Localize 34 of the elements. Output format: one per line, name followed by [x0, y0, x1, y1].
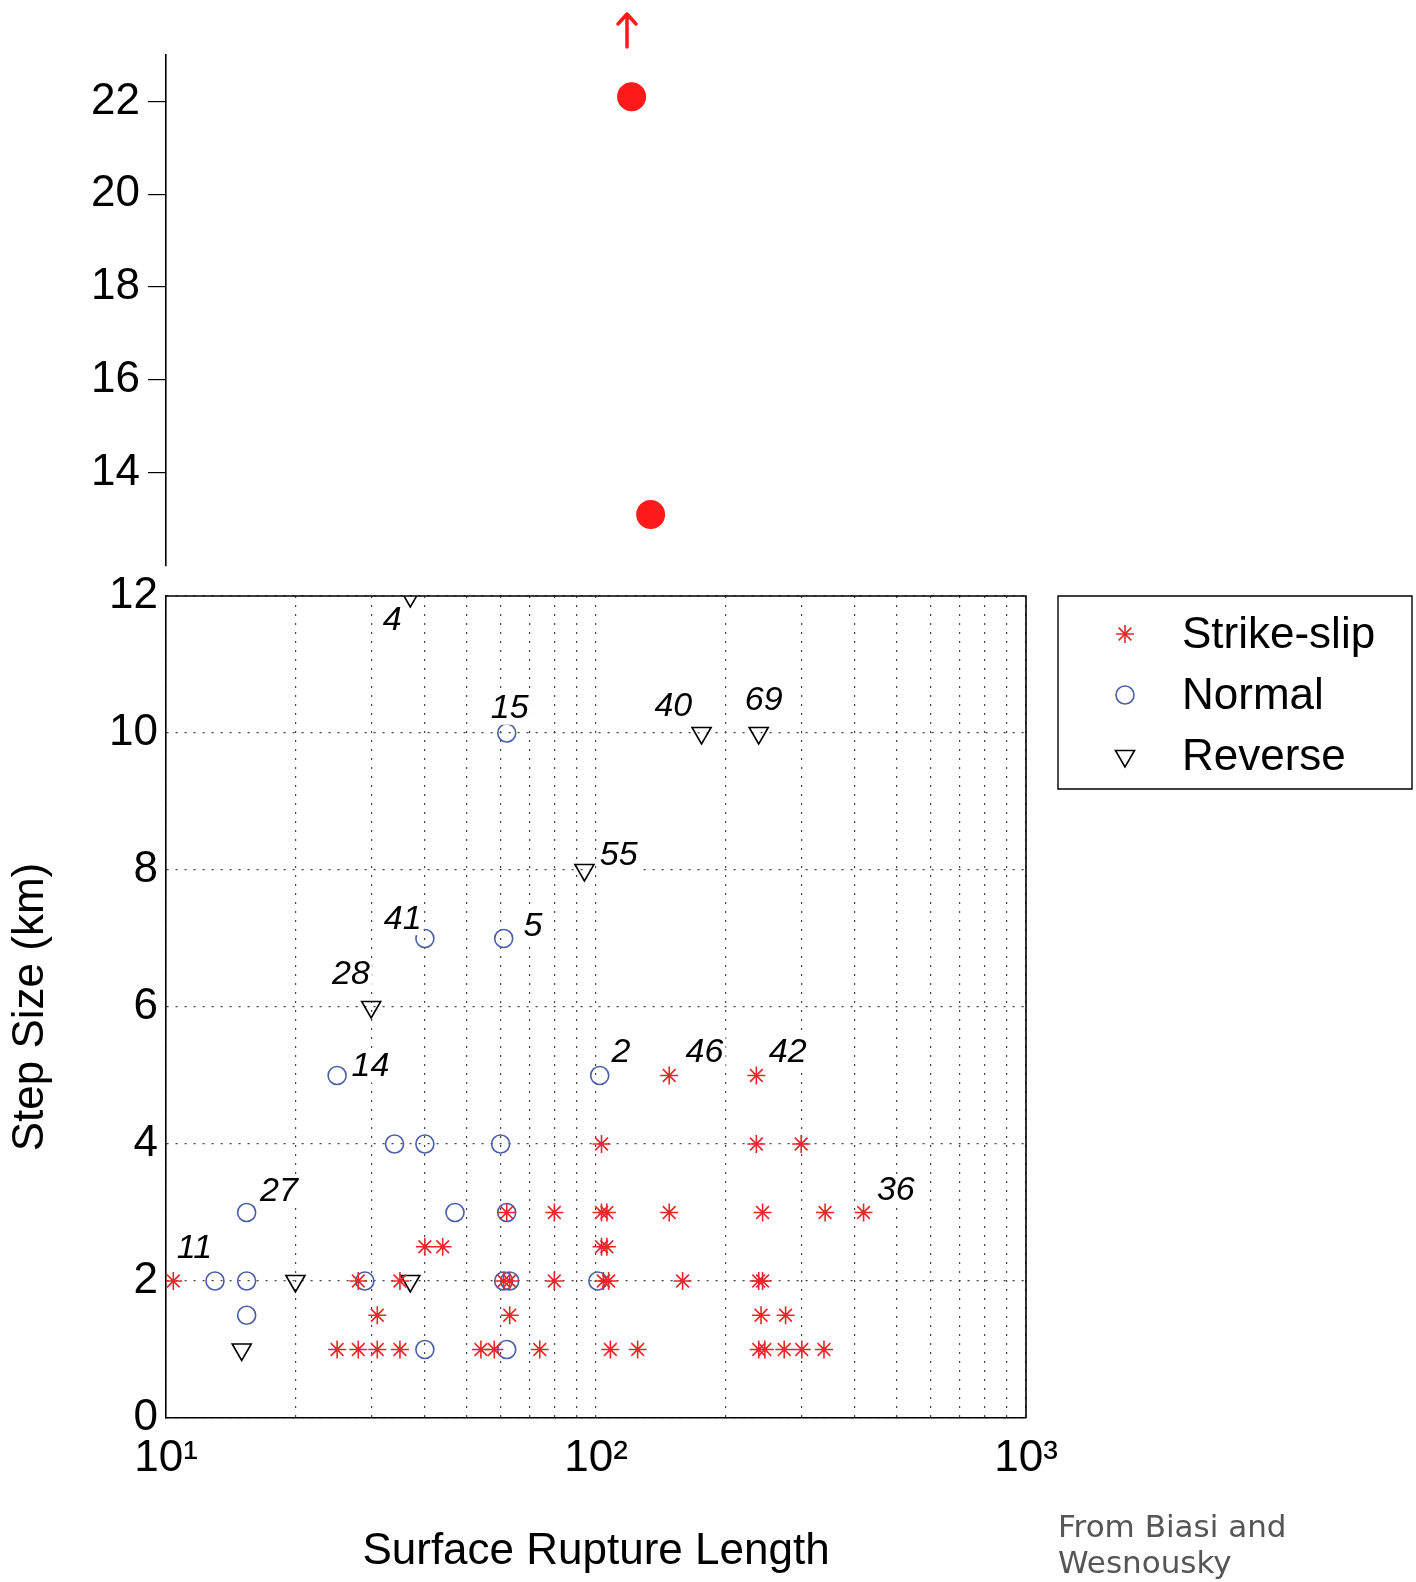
y-tick-label: 16 [91, 352, 140, 402]
annotation: 55 [599, 834, 638, 873]
annotation: 5 [523, 904, 543, 943]
y-tick-label: 4 [133, 1116, 158, 1166]
legend-label: Reverse [1182, 730, 1346, 780]
annotation: 40 [654, 685, 693, 724]
x-tick-label: 10³ [994, 1430, 1058, 1480]
annotation: 69 [744, 679, 783, 718]
annotation: 42 [768, 1030, 807, 1069]
annotation: 2 [610, 1030, 631, 1069]
y-tick-label: 6 [133, 979, 158, 1029]
annotation: 15 [490, 687, 529, 726]
x-axis-title: Surface Rupture Length [362, 1523, 830, 1573]
annotation: 11 [176, 1227, 213, 1266]
legend-label: Normal [1182, 669, 1324, 719]
y-tick-label: 2 [133, 1253, 158, 1303]
annotation: 4 [382, 598, 402, 637]
annotation: 36 [876, 1168, 915, 1207]
annotation: 46 [685, 1030, 724, 1069]
y-tick-label: 18 [91, 259, 140, 309]
annotation: 28 [331, 953, 370, 992]
y-tick-label: 12 [109, 568, 158, 618]
y-tick-label: 20 [91, 166, 140, 216]
y-tick-label: 10 [109, 705, 158, 755]
legend-label: Strike-slip [1182, 608, 1376, 658]
text: From Biasi and Wesnousky [1058, 1508, 1288, 1580]
y-axis-title: Step Size (km) [2, 862, 52, 1152]
annotation: 27 [259, 1169, 299, 1208]
y-tick-label: 8 [133, 842, 158, 892]
annotation: 14 [351, 1044, 390, 1083]
y-tick-label: 14 [91, 444, 140, 494]
x-tick-label: 10² [564, 1430, 628, 1480]
annotation: 41 [383, 897, 422, 936]
y-tick-label: 22 [91, 73, 140, 123]
